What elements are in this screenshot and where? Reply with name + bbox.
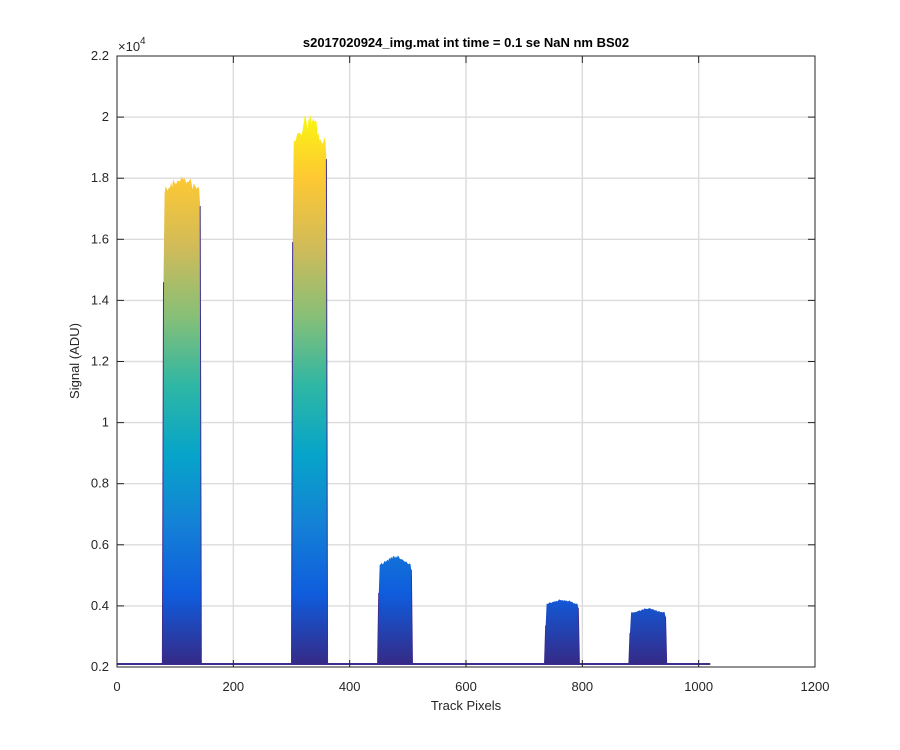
y-tick-label: 0.8 [91, 476, 109, 491]
peak-5-fill [628, 608, 667, 664]
peak-2-right-edge [325, 159, 329, 664]
x-tick-label: 1000 [684, 679, 713, 694]
peak-3-right-edge [410, 569, 413, 664]
peak-1-right-edge [199, 206, 202, 664]
y-tick-label: 1.4 [91, 292, 109, 307]
x-tick-label: 600 [455, 679, 477, 694]
x-tick-label: 400 [339, 679, 361, 694]
peak-5-left-edge [628, 632, 631, 664]
y-tick-label: 0.4 [91, 598, 109, 613]
series-layer [117, 114, 711, 665]
peak-1-left-edge [161, 282, 165, 664]
y-tick-label: 1.6 [91, 231, 109, 246]
y-exponent-base: ×10 [118, 39, 140, 54]
peak-4-fill [544, 599, 580, 664]
y-tick-label: 2.2 [91, 48, 109, 63]
tick-layer: 0 200 400 600 800 1000 1200 0.2 0.4 0.6 0.8 1 1.2 1.4… [91, 48, 830, 694]
peak-2-left-edge [291, 242, 294, 664]
peak-3-left-edge [377, 592, 380, 664]
y-tick-label: 1 [102, 415, 109, 430]
x-tick-label: 800 [571, 679, 593, 694]
y-exponent-power: 4 [140, 36, 146, 47]
peak-3-fill [377, 555, 413, 664]
x-tick-label: 1200 [801, 679, 830, 694]
y-tick-label: 1.8 [91, 170, 109, 185]
peak-1-fill [162, 176, 202, 664]
x-tick-label: 200 [222, 679, 244, 694]
y-tick-label: 1.2 [91, 354, 109, 369]
y-tick-label: 0.6 [91, 537, 109, 552]
y-tick-label: 2 [102, 109, 109, 124]
x-axis-label: Track Pixels [431, 698, 502, 713]
chart-title: s2017020924_img.mat int time = 0.1 se Na… [303, 35, 629, 50]
peak-2-fill [291, 114, 328, 664]
peak-4-right-edge [577, 607, 580, 664]
peak-5-right-edge [665, 616, 668, 664]
peak-4-left-edge [544, 625, 547, 664]
y-axis-label: Signal (ADU) [67, 323, 82, 399]
y-tick-label: 0.2 [91, 659, 109, 674]
grid-layer [117, 56, 815, 667]
x-tick-label: 0 [113, 679, 120, 694]
